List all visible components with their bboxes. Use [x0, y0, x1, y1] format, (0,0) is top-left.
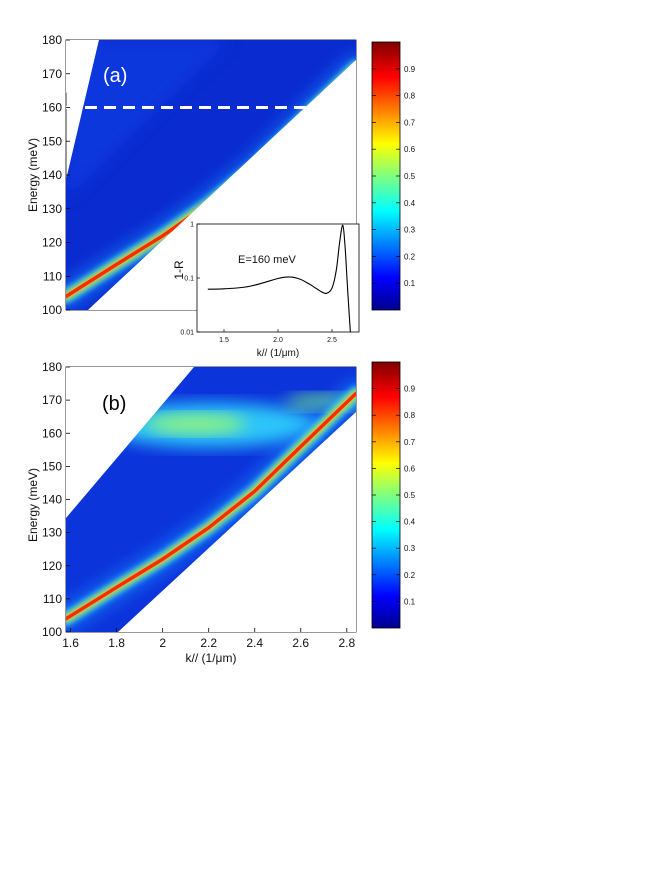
- panel-b-ridge: [66, 380, 356, 632]
- colorbar-tick-label: 0.9: [404, 65, 416, 74]
- panel-a-y-tick-label: 100: [42, 303, 62, 317]
- colorbar-tick-label: 0.3: [404, 226, 416, 235]
- colorbar-tick-label: 0.4: [404, 518, 416, 527]
- panel-a-y-tick-label: 170: [42, 67, 62, 81]
- colorbar-tick-label: 0.5: [404, 491, 416, 500]
- inset-x-tick-label: 1.5: [219, 337, 229, 344]
- colorbar-tick-label: 0.1: [404, 279, 416, 288]
- colorbar-tick-label: 0.5: [404, 172, 416, 181]
- panel-b-y-tick-label: 130: [42, 526, 62, 540]
- colorbar-tick-label: 0.6: [404, 464, 416, 473]
- inset-ticks: 0.01 0.1 1 1.5 2.0 2.5: [180, 222, 337, 345]
- panel-b-y-tick-label: 170: [42, 393, 62, 407]
- panel-b-y-tick-label: 160: [42, 426, 62, 440]
- panel-a-y-tick-label: 180: [42, 33, 62, 47]
- panel-b-x-tick-label: 2.6: [292, 636, 309, 650]
- colorbar-b-ticks: 0.1 0.2 0.3 0.4 0.5 0.6 0.7 0.8 0.9: [372, 385, 416, 606]
- panel-b-heatmap: (b) 100 110 120 130 140 150 160 170 180 1.6 1.8 2 2.…: [26, 360, 357, 665]
- panel-b-y-tick-label: 110: [43, 592, 62, 606]
- inset-x-tick-label: 2.5: [327, 337, 337, 344]
- panel-a-y-tick-label: 110: [43, 269, 62, 283]
- colorbar-a-ticks: 0.1 0.2 0.3 0.4 0.5 0.6 0.7 0.8 0.9: [372, 65, 416, 288]
- inset-x-axis-label: k// (1/μm): [257, 348, 299, 359]
- colorbar-tick-label: 0.8: [404, 411, 416, 420]
- panel-a-y-tick-label: 160: [42, 101, 62, 115]
- panel-a-y-tick-label: 140: [42, 168, 62, 182]
- panel-b-blank-top: [66, 367, 194, 518]
- panel-a-field-shade: [66, 40, 230, 200]
- panel-a-label: (a): [103, 65, 127, 87]
- colorbar-tick-label: 0.2: [404, 252, 416, 261]
- panel-b-y-axis-label: Energy (meV): [26, 468, 40, 542]
- panel-a-blank-top: [66, 40, 99, 93]
- colorbar-tick-label: 0.7: [404, 438, 416, 447]
- inset-x-tick-label: 2.0: [273, 337, 283, 344]
- inset-y-tick-label: 0.01: [180, 330, 194, 337]
- colorbar-tick-label: 0.6: [404, 145, 416, 154]
- panel-b-x-tick-label: 2.2: [200, 636, 217, 650]
- panel-a-y-tick-label: 130: [42, 202, 62, 216]
- panel-b-blank-bottom: [118, 412, 356, 632]
- panel-b-ticks: 100 110 120 130 140 150 160 170 180 1.6 1.8 2 2.2 2.4…: [42, 360, 355, 650]
- colorbar-tick-label: 0.8: [404, 92, 416, 101]
- panel-a-y-tick-label: 120: [42, 236, 62, 250]
- panel-b-x-tick-label: 2.8: [338, 636, 355, 650]
- inset-y-tick-label: 1: [190, 222, 194, 229]
- inset-1-r-plot: 0.01 0.1 1 1.5 2.0 2.5 E=160 meV 1-R k// (1/μ…: [172, 222, 360, 359]
- colorbar-a: 0.1 0.2 0.3 0.4 0.5 0.6 0.7 0.8 0.9: [371, 41, 416, 311]
- colorbar-tick-label: 0.7: [404, 118, 416, 127]
- inset-y-tick-label: 0.1: [184, 276, 194, 283]
- panel-b-y-tick-label: 140: [42, 493, 62, 507]
- panel-b-x-tick-label: 1.6: [62, 636, 79, 650]
- colorbar-a-gradient: [371, 41, 401, 311]
- panel-b-y-tick-label: 150: [42, 459, 62, 473]
- panel-b-bright-band-core: [146, 414, 246, 434]
- panel-b-y-tick-label: 100: [42, 625, 62, 639]
- inset-1-r-curve: [207, 224, 351, 333]
- ridge-layer: [66, 391, 356, 621]
- colorbar-tick-label: 0.2: [404, 571, 416, 580]
- colorbar-tick-label: 0.4: [404, 199, 416, 208]
- panel-b-y-tick-label: 120: [42, 559, 62, 573]
- panel-b-y-tick-label: 180: [42, 360, 62, 374]
- panel-b-x-tick-label: 2.4: [246, 636, 263, 650]
- panel-a-y-ticks: 100 110 120 130 140 150 160 170 180: [42, 33, 70, 317]
- panel-b-x-tick-label: 2: [159, 636, 166, 650]
- inset-y-axis-label: 1-R: [172, 260, 186, 280]
- panel-a-y-axis-label: Energy (meV): [26, 138, 40, 212]
- panel-b-x-tick-label: 1.8: [108, 636, 125, 650]
- colorbar-tick-label: 0.3: [404, 544, 416, 553]
- panel-b-label: (b): [102, 393, 126, 415]
- panel-a-y-tick-label: 150: [42, 134, 62, 148]
- inset-annotation: E=160 meV: [238, 254, 296, 266]
- colorbar-tick-label: 0.1: [404, 597, 416, 606]
- colorbar-tick-label: 0.9: [404, 385, 416, 394]
- colorbar-b-gradient: [371, 361, 401, 629]
- panel-b-x-axis-label: k// (1/μm): [186, 651, 237, 665]
- colorbar-b: 0.1 0.2 0.3 0.4 0.5 0.6 0.7 0.8 0.9: [371, 361, 416, 629]
